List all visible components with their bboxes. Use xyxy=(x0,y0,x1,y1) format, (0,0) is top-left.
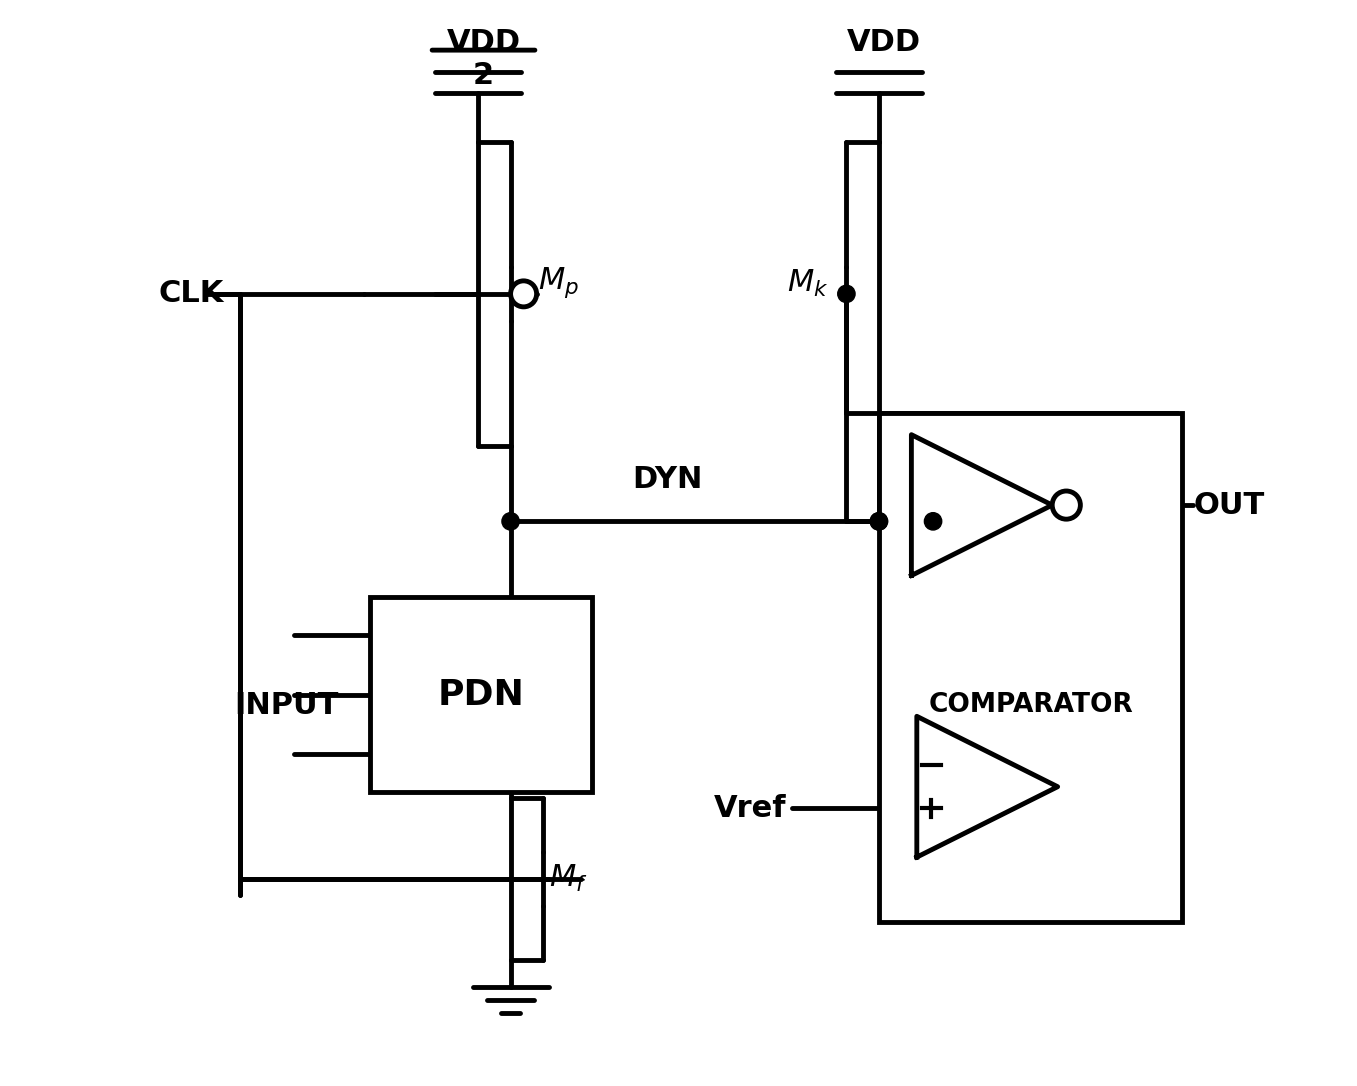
Text: VDD: VDD xyxy=(847,28,921,58)
Text: CLK: CLK xyxy=(159,279,224,308)
Circle shape xyxy=(870,513,887,530)
Text: $M_f$: $M_f$ xyxy=(548,863,588,895)
Text: DYN: DYN xyxy=(632,465,703,494)
Circle shape xyxy=(837,286,855,303)
Circle shape xyxy=(1052,491,1080,519)
Bar xyxy=(879,413,1182,922)
Text: Vref: Vref xyxy=(714,794,787,823)
Text: COMPARATOR: COMPARATOR xyxy=(928,693,1133,719)
Polygon shape xyxy=(917,717,1057,857)
Text: $M_p$: $M_p$ xyxy=(537,266,578,301)
Circle shape xyxy=(924,513,942,530)
Circle shape xyxy=(502,513,520,530)
Text: 2: 2 xyxy=(474,61,494,90)
Text: OUT: OUT xyxy=(1193,491,1265,519)
Text: $M_k$: $M_k$ xyxy=(787,267,828,299)
Circle shape xyxy=(510,281,536,307)
Text: VDD: VDD xyxy=(446,28,521,58)
Text: INPUT: INPUT xyxy=(235,691,339,720)
Text: PDN: PDN xyxy=(437,678,524,711)
Polygon shape xyxy=(912,434,1052,576)
Circle shape xyxy=(870,513,887,530)
Bar xyxy=(369,597,592,792)
